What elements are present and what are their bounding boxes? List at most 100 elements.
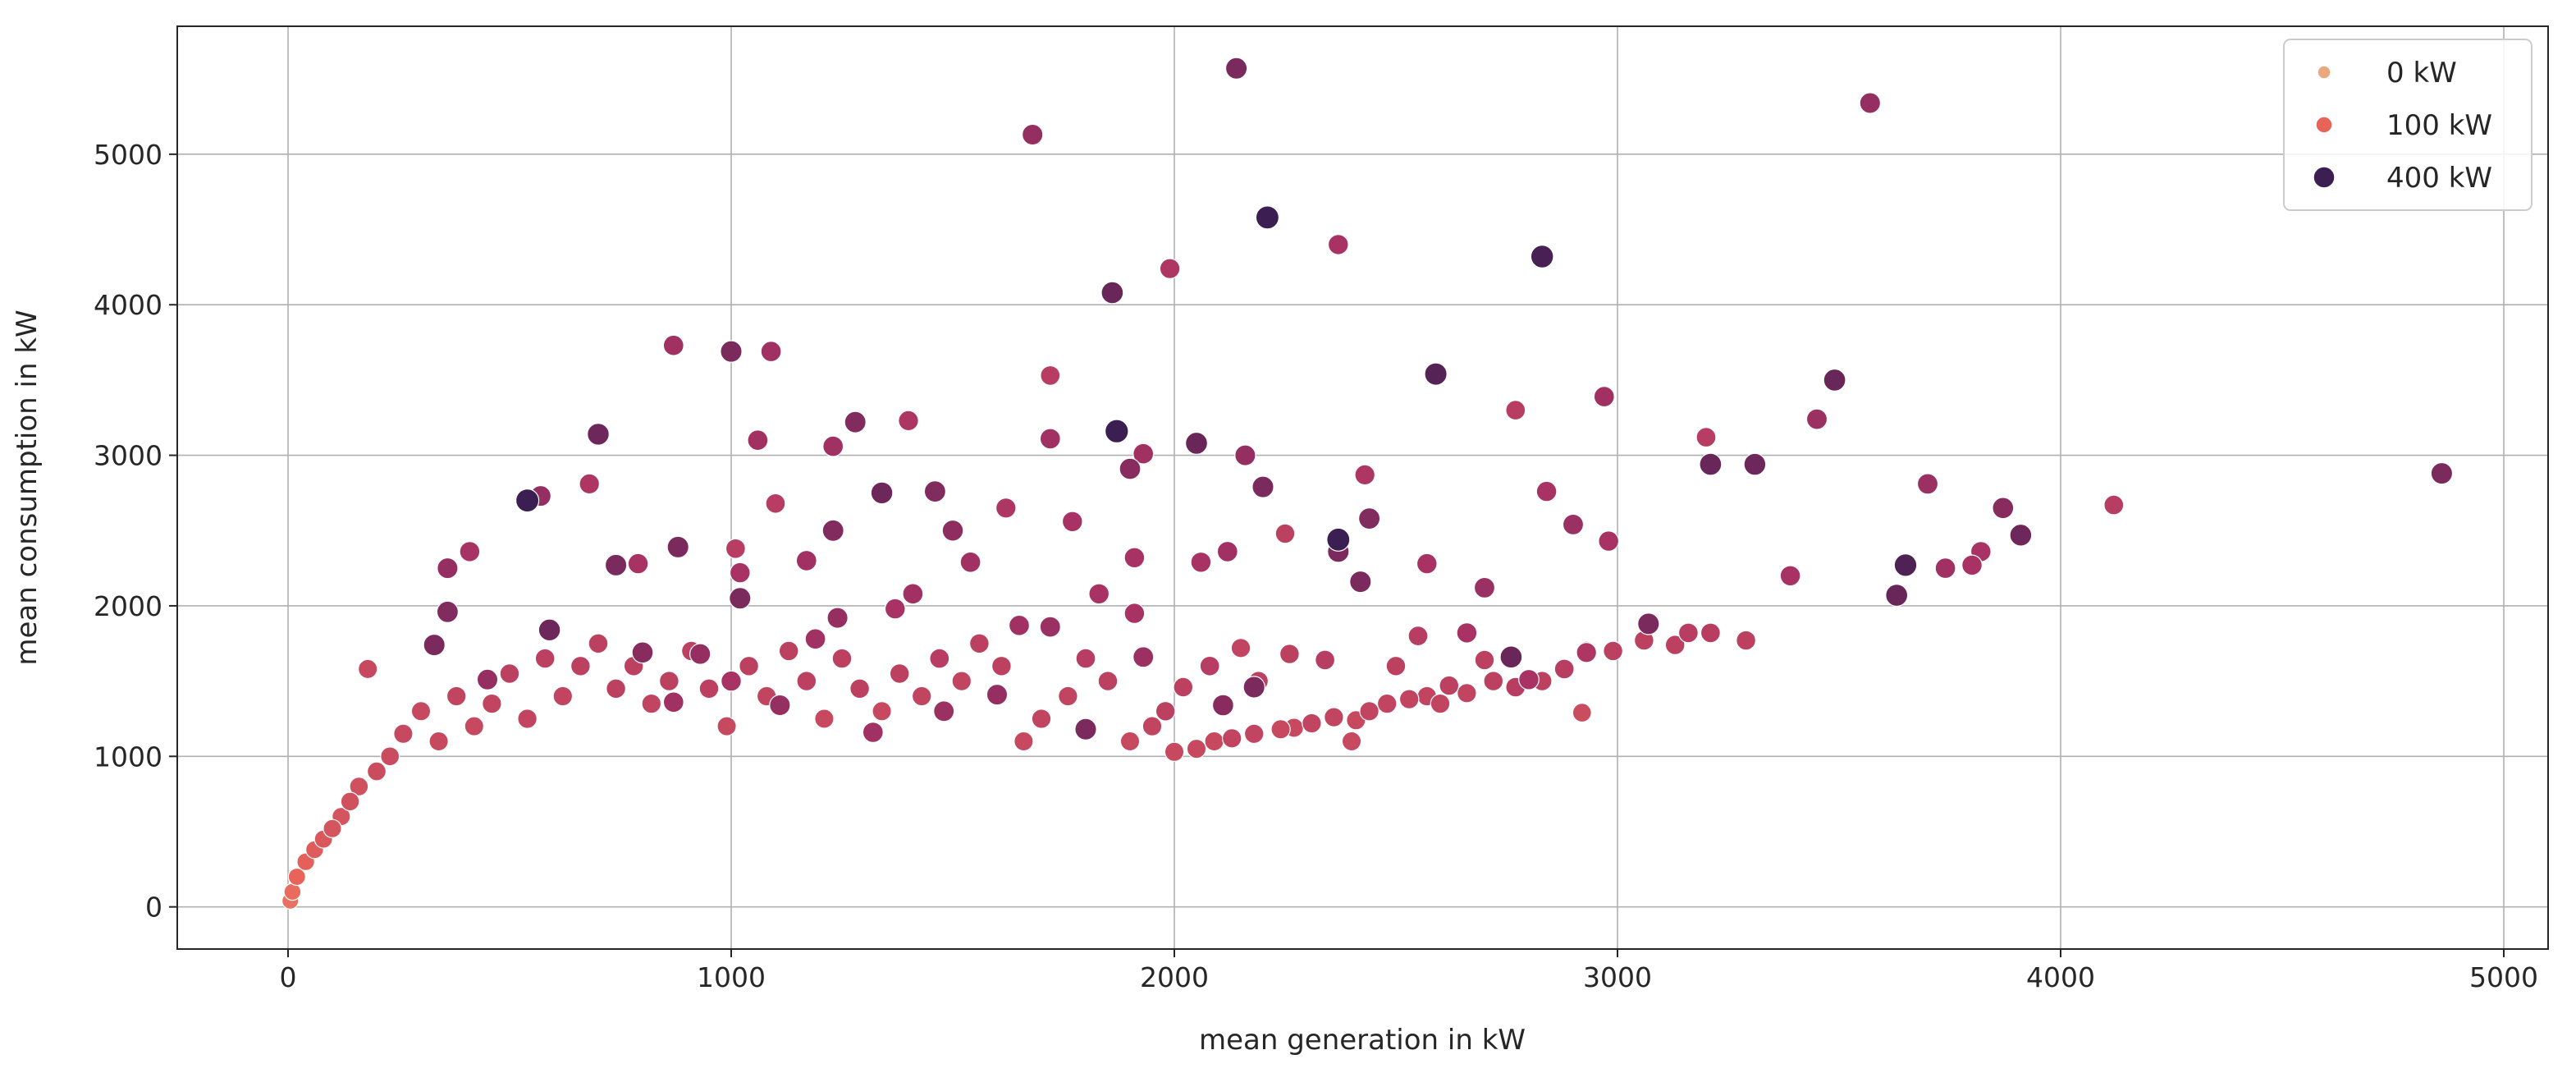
scatter-point [870, 481, 894, 505]
legend-label-400kw: 400 kW [2386, 162, 2492, 195]
scatter-point [986, 683, 1009, 706]
scatter-point [831, 648, 853, 669]
scatter-point [1518, 668, 1540, 690]
scatter-point [1274, 523, 1296, 544]
scatter-point [1359, 700, 1380, 722]
scatter-point [1039, 428, 1061, 450]
legend: 0 kW 100 kW 400 kW [2283, 39, 2533, 211]
scatter-point [2103, 494, 2125, 516]
scatter-point [1039, 616, 1061, 638]
scatter-point [1164, 741, 1185, 763]
scatter-point [1159, 258, 1181, 279]
scatter-point [393, 723, 414, 745]
scatter-point [1326, 527, 1351, 552]
scatter-point [898, 410, 919, 432]
scatter-point [1173, 676, 1194, 698]
scatter-point [889, 663, 910, 684]
scatter-point [570, 655, 591, 676]
scatter-point [1221, 727, 1242, 749]
scatter-point [1199, 655, 1220, 676]
scatter-point [323, 819, 342, 839]
scatter-point [1119, 457, 1142, 480]
scatter-point [1324, 707, 1344, 727]
scatter-point [1424, 362, 1448, 386]
scatter-point [1123, 603, 1146, 624]
scatter-point [1132, 442, 1155, 465]
legend-marker-0kw [2317, 65, 2331, 80]
scatter-point [1021, 123, 1044, 146]
scatter-point [2009, 523, 2033, 547]
scatter-point [659, 671, 679, 691]
scatter-point [1100, 281, 1124, 305]
scatter-point [423, 633, 446, 657]
scatter-point [795, 549, 817, 571]
legend-marker-100kw [2315, 116, 2333, 134]
scatter-point [631, 641, 654, 664]
scatter-point [765, 493, 786, 514]
scatter-point [884, 598, 906, 620]
scatter-point [1119, 731, 1141, 752]
scatter-point [1058, 686, 1078, 707]
scatter-point [1823, 368, 1846, 392]
scatter-point [1695, 427, 1717, 448]
scatter-point [911, 686, 932, 707]
scatter-point [1216, 540, 1238, 562]
scatter-point [1075, 648, 1096, 669]
scatter-point [1736, 630, 1757, 651]
scatter-point [358, 658, 378, 680]
scatter-point [1341, 731, 1362, 752]
scatter-point [1677, 622, 1699, 644]
y-tick-label: 0 [145, 892, 162, 924]
scatter-point [821, 519, 844, 542]
scatter-point [689, 643, 711, 665]
scatter-point [515, 488, 540, 513]
legend-label-0kw: 0 kW [2386, 57, 2457, 89]
y-tick-label: 4000 [94, 289, 162, 321]
scatter-point [1142, 716, 1163, 736]
scatter-point [1576, 641, 1597, 663]
scatter-point [579, 473, 600, 495]
scatter-point [1279, 644, 1300, 664]
legend-marker-400kw [2313, 166, 2336, 189]
scatter-point [1242, 676, 1265, 699]
scatter-point [1885, 584, 1909, 608]
scatter-point [627, 553, 649, 575]
scatter-point [814, 708, 835, 729]
x-tick-label: 2000 [1140, 961, 1209, 993]
scatter-point [410, 701, 432, 722]
scatter-point [747, 429, 769, 452]
scatter-point [1357, 507, 1381, 530]
x-axis-label: mean generation in kW [1199, 1024, 1526, 1057]
scatter-point [1457, 682, 1477, 704]
scatter-point [1349, 570, 1372, 594]
scatter-point [1553, 658, 1575, 680]
scatter-point [1743, 452, 1767, 476]
scatter-point [716, 716, 737, 736]
scatter-point [534, 648, 556, 669]
legend-label-100kw: 100 kW [2386, 109, 2492, 142]
scatter-point [729, 587, 752, 610]
scatter-point [1376, 693, 1398, 714]
scatter-point [1779, 565, 1801, 587]
scatter-point [862, 721, 884, 743]
scatter-point [1473, 576, 1496, 599]
scatter-point [1916, 473, 1939, 495]
scatter-point [437, 557, 459, 580]
scatter-point [436, 600, 460, 623]
scatter-point [641, 693, 662, 714]
scatter-point [760, 341, 782, 363]
scatter-point [844, 410, 867, 433]
scatter-point [476, 668, 499, 691]
scatter-point [552, 686, 574, 707]
scatter-point [1105, 419, 1129, 443]
scatter-point [1456, 622, 1478, 644]
scatter-point [1699, 452, 1723, 476]
scatter-point [517, 708, 538, 729]
scatter-point [1234, 444, 1256, 466]
x-tick-label: 1000 [697, 961, 766, 993]
scatter-point [923, 479, 947, 503]
scatter-point [1805, 408, 1828, 430]
y-tick-label: 2000 [94, 590, 162, 622]
scatter-point [340, 791, 360, 812]
scatter-point [872, 701, 892, 722]
